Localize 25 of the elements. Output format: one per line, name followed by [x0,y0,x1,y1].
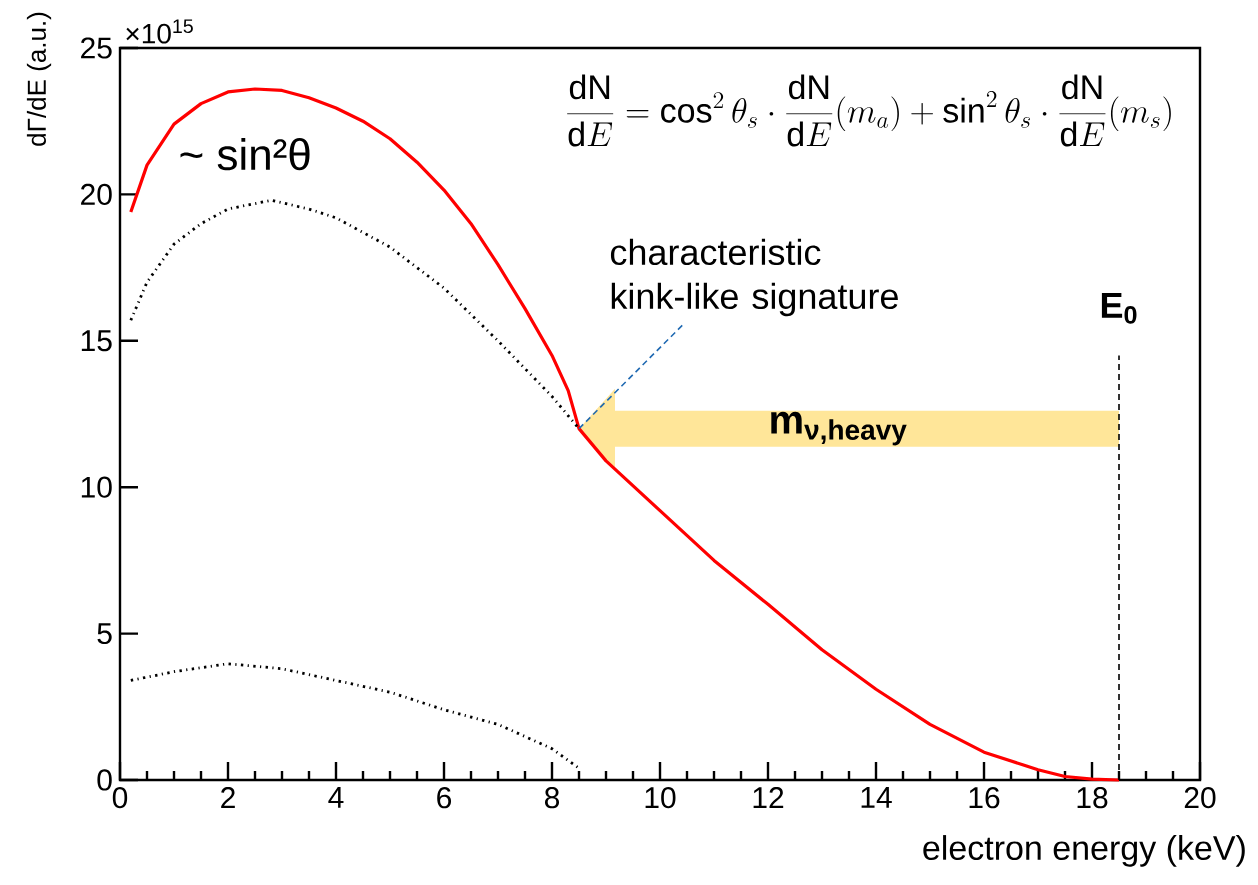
y-tick-label: 15 [81,330,112,352]
y-axis-title: dΓ/dE (a.u.) [26,12,52,146]
x-tick-label: 16 [969,787,1000,809]
annotation: $\frac{\mathrm{dN}}{\mathrm{d}E}=\cos^2\theta_s\cdot\frac{\mathrm{dN}}{\mathrm{d}E}(m_a)+\sin^2\theta_s\cdot\frac{\mathrm{dN}}{\mathrm{d}E}(m_s)$ [567,74,1171,147]
x-tick-label: 4 [328,787,344,808]
x-tick-label: 6 [437,787,452,809]
annotation: ~ sin²θ [180,137,310,171]
x-tick-label: 18 [1077,787,1108,809]
x-tick-label: 0 [112,787,128,809]
x-axis-title: electron energy (keV) [923,835,1245,867]
y-tick-label: 0 [97,769,112,791]
x-tick-label: 12 [753,787,784,809]
text: ×10$^{15}$ [126,19,193,44]
annotation: m$_{ν,heavy}$ [771,411,907,446]
x-tick-label: 14 [861,787,892,808]
x-tick-label: 2 [221,787,235,809]
y-tick-label: 20 [81,183,112,206]
ref-line-label: E$_{0}$ [1101,293,1137,324]
x-tick-label: 8 [544,787,560,809]
x-tick-label: 20 [1184,787,1216,809]
y-tick-label: 5 [97,623,112,645]
annotation: characteristic kink-like signature [610,238,898,317]
y-tick-label: 25 [81,37,112,59]
x-tick-label: 10 [645,787,676,809]
y-tick-label: 10 [81,476,112,498]
